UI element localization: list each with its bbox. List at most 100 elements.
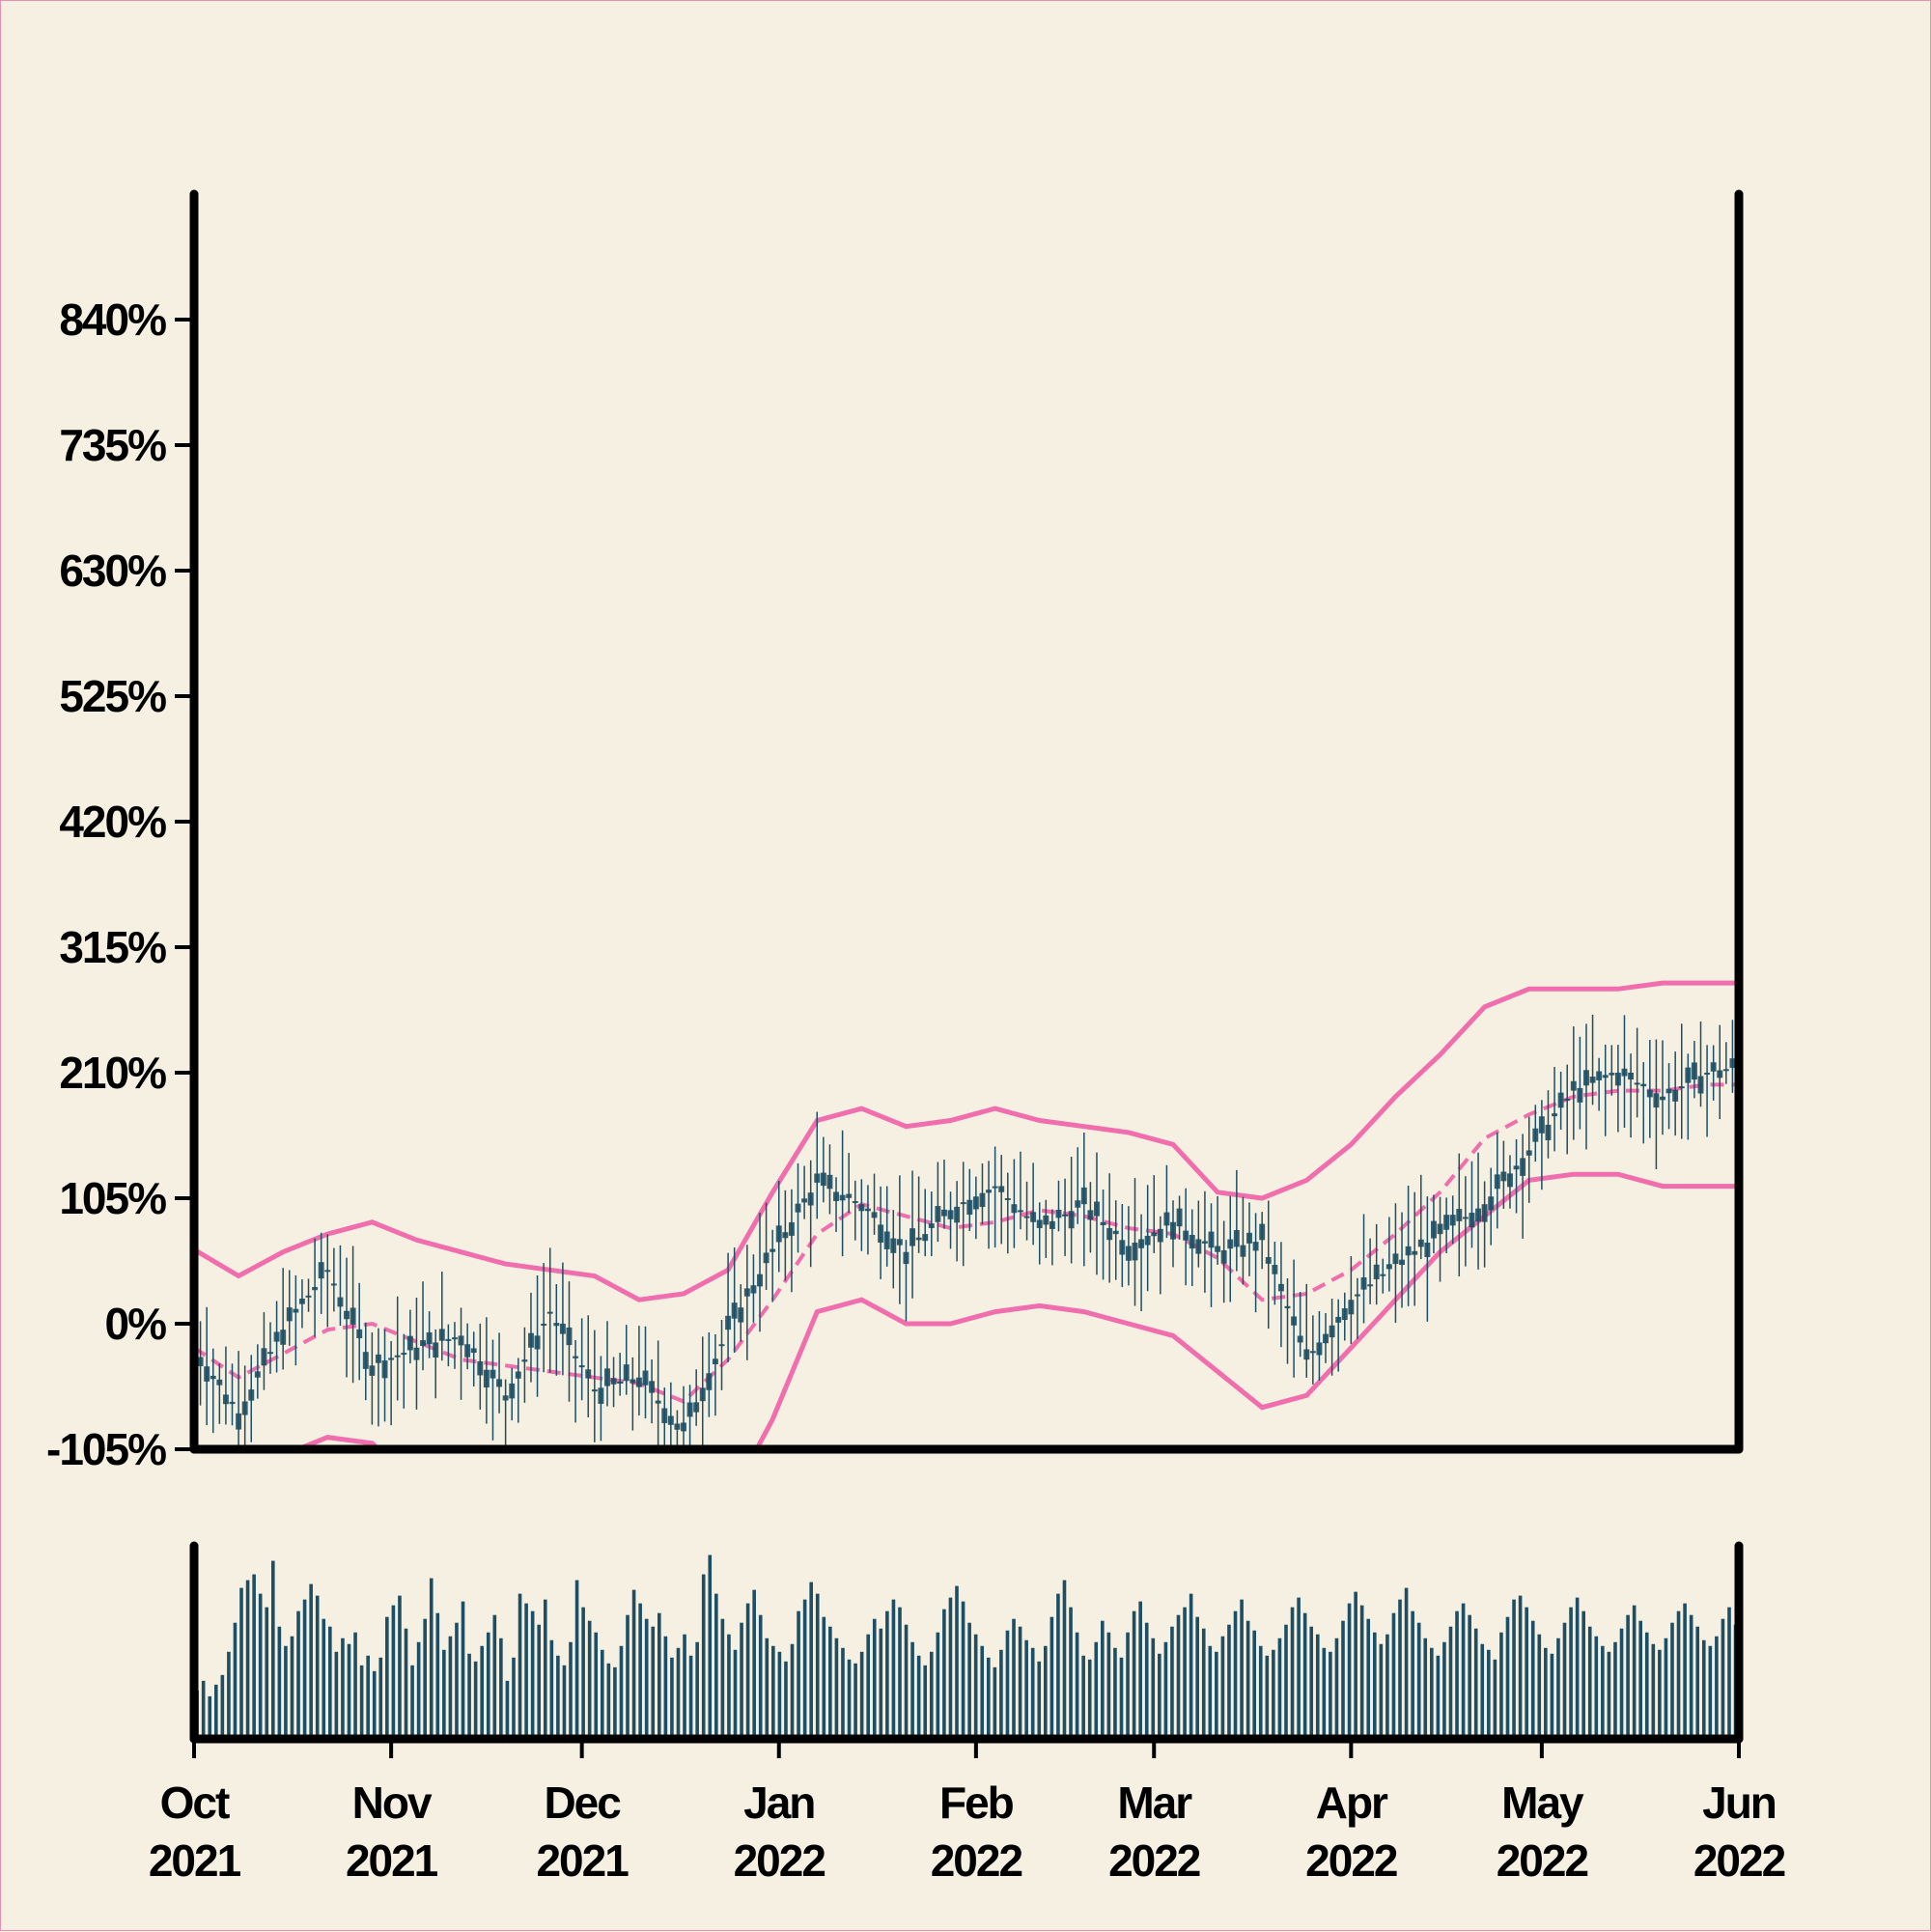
volume-bar (1359, 1605, 1364, 1739)
candle-body (1417, 1239, 1424, 1247)
x-tick-label-month: Nov (352, 1778, 433, 1828)
volume-bar (790, 1643, 795, 1739)
candle-body (1412, 1250, 1418, 1255)
volume-bar (1601, 1645, 1605, 1739)
candle-body (585, 1369, 592, 1379)
candle-body (521, 1359, 528, 1362)
volume-bar (676, 1647, 681, 1739)
volume-bar (1189, 1593, 1193, 1739)
candle-body (369, 1365, 376, 1376)
candle-body (915, 1237, 922, 1241)
volume-bar (1499, 1632, 1503, 1739)
volume-bar (378, 1657, 383, 1739)
candle-body (1399, 1259, 1405, 1266)
volume-bar (1448, 1626, 1453, 1739)
candle-body (623, 1364, 630, 1382)
volume-bar (1436, 1655, 1441, 1739)
volume-bar (904, 1624, 909, 1739)
volume-bar (1562, 1622, 1567, 1739)
volume-bar (1689, 1614, 1693, 1739)
candle-body (293, 1308, 299, 1313)
volume-bar (961, 1601, 966, 1739)
candle-body (699, 1387, 706, 1402)
candle-body (1513, 1165, 1520, 1170)
volume-bar (1354, 1591, 1357, 1739)
volume-bar (1676, 1610, 1681, 1739)
volume-bar (973, 1634, 978, 1739)
volume-bar (834, 1638, 839, 1739)
volume-bar (1715, 1636, 1719, 1739)
volume-bar (1233, 1610, 1238, 1739)
volume-bar (549, 1639, 554, 1739)
candle-body (267, 1352, 273, 1355)
volume-bar (613, 1666, 617, 1739)
volume-bar (916, 1655, 921, 1739)
candle-body (604, 1368, 610, 1386)
volume-bar (1721, 1618, 1725, 1739)
volume-bar (290, 1636, 294, 1739)
volume-bar (651, 1626, 656, 1739)
volume-bar (714, 1593, 718, 1739)
candle-body (413, 1347, 420, 1360)
volume-bar (1379, 1643, 1384, 1739)
volume-bar (1430, 1647, 1434, 1739)
y-tick-label: 0% (105, 1299, 167, 1349)
candle-body (1494, 1174, 1500, 1190)
volume-bar (213, 1684, 218, 1739)
volume-bar (600, 1649, 604, 1739)
upper-band-line (194, 980, 1739, 1302)
candle-body (381, 1360, 388, 1379)
candle-body (833, 1191, 839, 1201)
volume-bar (524, 1603, 528, 1739)
volume-bar (1461, 1603, 1466, 1739)
candle-body (261, 1348, 267, 1366)
candle-body (655, 1400, 661, 1404)
x-tick-label-month: Mar (1117, 1778, 1192, 1828)
volume-bar (1537, 1634, 1542, 1739)
candle-body (890, 1238, 897, 1253)
volume-bar (1290, 1607, 1295, 1739)
candle-body (839, 1194, 846, 1201)
candle-body (1602, 1075, 1609, 1078)
candle-body (1557, 1092, 1564, 1108)
volume-bar (644, 1618, 649, 1739)
volume-bar (727, 1634, 731, 1739)
volume-bar (208, 1695, 212, 1739)
volume-bar (1391, 1612, 1396, 1739)
volume-bar (334, 1651, 339, 1739)
x-tick-label-year: 2022 (1693, 1835, 1785, 1886)
volume-bar (302, 1599, 307, 1739)
y-axis: -105% 0% 105% 210% 315% 420% 525% 630% 735% 840% (46, 294, 194, 1474)
volume-bar (797, 1610, 800, 1739)
volume-bar (271, 1560, 275, 1739)
volume-bar (967, 1622, 971, 1739)
volume-bar (220, 1674, 225, 1739)
candle-body (1430, 1220, 1437, 1239)
candle-body (1640, 1083, 1647, 1087)
candle-body (222, 1394, 229, 1405)
volume-bar (1138, 1601, 1142, 1739)
volume-bar (936, 1632, 940, 1739)
y-tick-label: 105% (59, 1173, 166, 1223)
volume-bar (815, 1593, 820, 1739)
candle-body (406, 1335, 413, 1351)
candle-body (878, 1224, 884, 1243)
volume-bar (683, 1634, 686, 1739)
candle-body (782, 1232, 789, 1239)
candle-body (725, 1315, 732, 1330)
candle-body (1646, 1089, 1653, 1098)
volume-bar (537, 1624, 542, 1739)
volume-bar (562, 1665, 567, 1739)
candle-body (763, 1252, 770, 1264)
candle-body (1100, 1221, 1106, 1225)
candle-body (298, 1298, 305, 1304)
candle-body (254, 1371, 261, 1378)
volume-bar (1556, 1638, 1560, 1739)
candle-body (814, 1173, 821, 1183)
candle-body (1589, 1077, 1596, 1083)
candle-body (807, 1192, 814, 1206)
candle-body (1220, 1249, 1227, 1264)
volume-bar (1183, 1607, 1187, 1739)
candle-body (1291, 1316, 1298, 1326)
